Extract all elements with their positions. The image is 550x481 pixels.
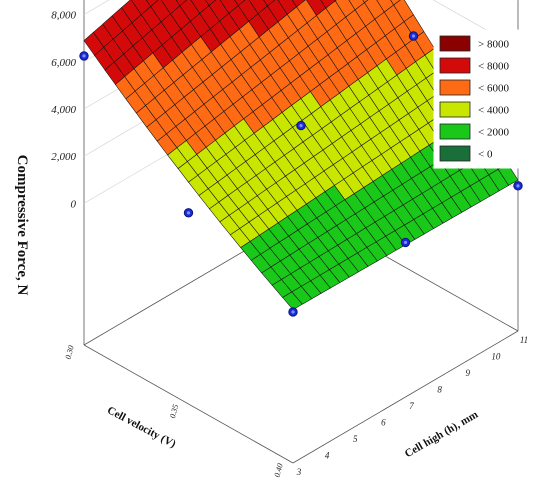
z-axis-title: Compressive Force, N [14, 155, 30, 296]
z-tick-label: 0 [71, 198, 77, 210]
legend-label: < 6000 [478, 83, 509, 95]
legend-label: < 8000 [478, 61, 509, 73]
x-tick-label: 11 [520, 335, 528, 345]
data-point-highlight [291, 310, 295, 314]
z-tick-label: 4,000 [51, 104, 76, 116]
legend-swatch [439, 101, 471, 118]
data-point-highlight [82, 54, 86, 58]
data-point-highlight [411, 34, 416, 38]
legend-swatch [439, 57, 471, 74]
legend-swatch [439, 79, 471, 96]
box-edge [83, 344, 294, 464]
x-tick-label: 10 [491, 352, 501, 362]
x-tick-label: 3 [296, 467, 302, 477]
z-tick-label: 6,000 [51, 57, 76, 69]
x-tick-label: 4 [325, 451, 330, 461]
legend-background [433, 29, 533, 169]
data-point-highlight [186, 211, 191, 215]
y-tick-label: 0.40 [272, 462, 284, 478]
y-tick-label: 0.30 [63, 344, 75, 360]
x-tick-label: 5 [353, 434, 358, 444]
tick-labels: 02,0004,0006,0008,00010,000345678910110.… [51, 10, 528, 479]
legend-label: < 4000 [478, 105, 509, 117]
wall-gridline [432, 0, 519, 49]
x-tick-label: 8 [437, 385, 442, 395]
legend-swatch [439, 123, 471, 140]
data-point-highlight [403, 240, 408, 245]
surface-plot [83, 0, 519, 310]
x-tick-label: 6 [381, 418, 386, 428]
data-points [79, 31, 523, 317]
z-tick-label: 2,000 [51, 151, 76, 163]
y-axis-title: Cell velocity (V) [105, 404, 178, 450]
legend-swatch [439, 35, 471, 52]
y-tick-label: 0.35 [168, 403, 180, 419]
z-tick-label: 8,000 [51, 10, 76, 22]
box-edge [292, 330, 519, 464]
legend: > 8000 < 8000 < 6000 < 4000 < 2000 < 0 [433, 29, 533, 169]
legend-label: > 8000 [478, 39, 509, 51]
legend-label: < 2000 [478, 127, 509, 139]
x-tick-label: 7 [409, 401, 414, 411]
data-point-highlight [516, 184, 520, 188]
legend-label: < 0 [478, 149, 493, 161]
data-point-highlight [299, 124, 303, 128]
x-tick-label: 9 [466, 368, 471, 378]
legend-swatch [439, 145, 471, 162]
x-axis-title: Cell high (h), mm [403, 409, 480, 461]
